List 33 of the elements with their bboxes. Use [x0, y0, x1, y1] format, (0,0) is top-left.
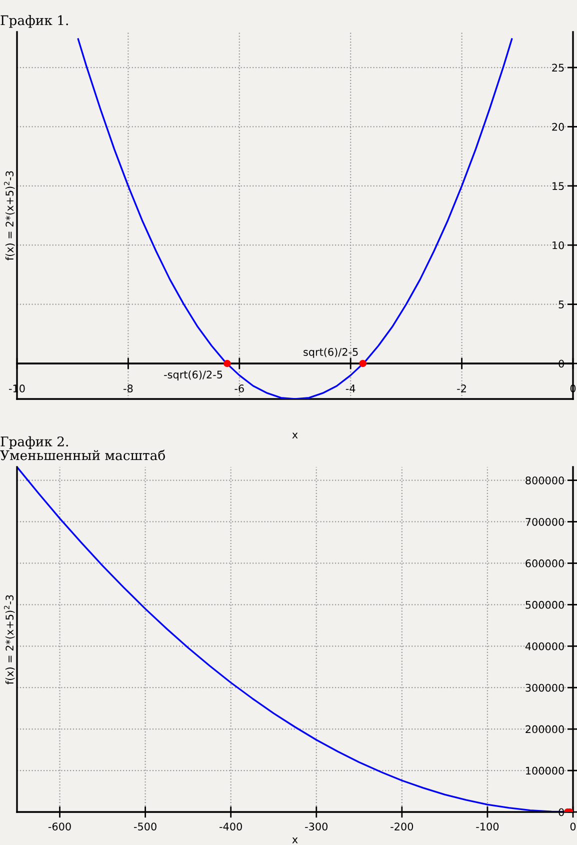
y-tick-label: 200000: [526, 725, 564, 734]
y-tick-label: 5: [558, 300, 564, 308]
annotation: -sqrt(6)/2-5: [164, 370, 222, 381]
y-tick-label: 100000: [526, 766, 564, 775]
x-tick-label: -6: [234, 384, 244, 392]
x-tick-label: -300: [305, 822, 328, 830]
chart-title: График 2.: [0, 436, 68, 450]
x-tick-label: -400: [220, 822, 242, 830]
annotation: sqrt(6)/2-5: [304, 348, 358, 358]
x-axis-title: x: [292, 432, 298, 438]
x-tick-label: -4: [346, 384, 356, 392]
y-tick-label: 700000: [526, 518, 564, 526]
y-tick-label: 500000: [526, 600, 564, 609]
y-tick-label: 10: [552, 241, 564, 250]
y-tick-label: 25: [552, 64, 564, 72]
y-tick-label: 20: [552, 122, 564, 131]
y-axis-title: f(x) = 2*(x+5)$^{2}$-3: [4, 595, 15, 684]
y-axis-title: f(x) = 2*(x+5)$^{2}$-3: [4, 171, 15, 260]
x-tick-label: 0: [570, 822, 576, 830]
x-tick-label: -8: [124, 384, 133, 392]
x-axis-title: x: [292, 837, 298, 844]
x-tick-label: -100: [476, 822, 499, 830]
y-tick-label: 300000: [526, 684, 564, 692]
y-tick-label: 15: [552, 182, 564, 190]
y-tick-label: 400000: [525, 642, 564, 650]
x-tick-label: -600: [48, 822, 71, 830]
x-tick-label: -500: [134, 822, 156, 830]
y-tick-label: 800000: [526, 476, 564, 484]
chart-subtitle: Уменьшенный масштаб: [0, 450, 165, 460]
x-tick-label: -2: [457, 384, 466, 392]
x-tick-label: -200: [390, 822, 414, 830]
y-tick-label: 600000: [526, 559, 564, 568]
chart-title: График 1.: [0, 15, 68, 28]
